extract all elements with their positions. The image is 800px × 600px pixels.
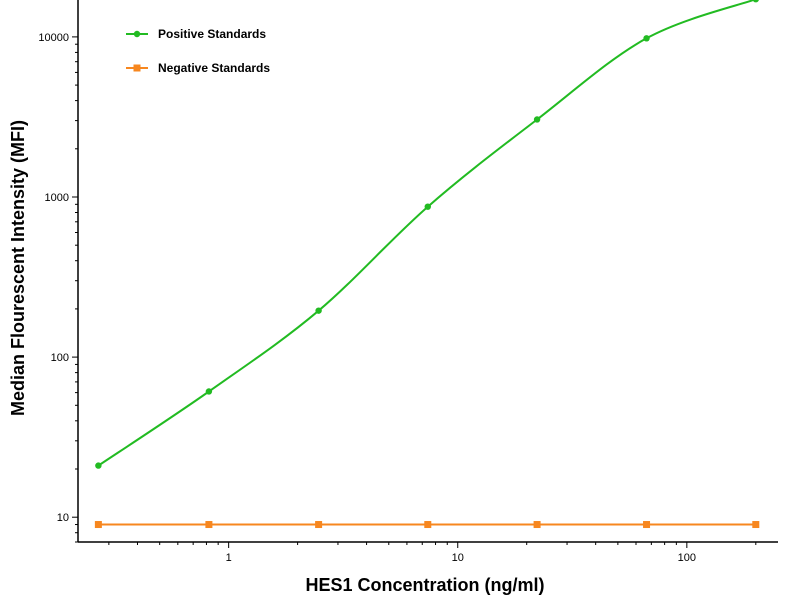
legend-label: Negative Standards: [158, 61, 270, 75]
data-point: [315, 307, 322, 314]
data-point: [752, 521, 760, 529]
legend-marker: [133, 30, 141, 38]
data-point: [205, 521, 213, 529]
y-ticks: 10 100 1000 10000: [38, 32, 78, 543]
legend-marker: [133, 64, 141, 72]
data-point: [315, 521, 323, 529]
y-axis-title: Median Flourescent Intensity (MFI): [8, 120, 28, 416]
data-point: [752, 0, 759, 3]
y-tick-label: 100: [51, 352, 69, 364]
x-tick-label: 10: [452, 552, 464, 564]
data-point: [94, 521, 102, 529]
data-point: [533, 521, 541, 529]
x-tick-label: 1: [226, 552, 232, 564]
legend: Positive Standards Negative Standards: [126, 27, 270, 75]
series-positive: [95, 0, 759, 469]
data-point: [643, 35, 650, 42]
y-tick-label: 10000: [38, 32, 69, 44]
data-point: [643, 521, 651, 529]
y-tick-label: 10: [57, 512, 69, 524]
series-negative: [94, 521, 760, 529]
series-layer: [94, 0, 760, 529]
y-tick-label: 1000: [45, 192, 69, 204]
data-point: [424, 203, 431, 210]
data-point: [424, 521, 432, 529]
data-point: [95, 462, 102, 469]
data-point: [205, 388, 213, 395]
x-tick-label: 100: [678, 552, 696, 564]
legend-label: Positive Standards: [158, 27, 266, 41]
data-point: [533, 116, 541, 123]
axes: [77, 0, 778, 543]
x-ticks: 1 10 100: [108, 542, 757, 564]
x-axis-title: HES1 Concentration (ng/ml): [305, 575, 544, 595]
